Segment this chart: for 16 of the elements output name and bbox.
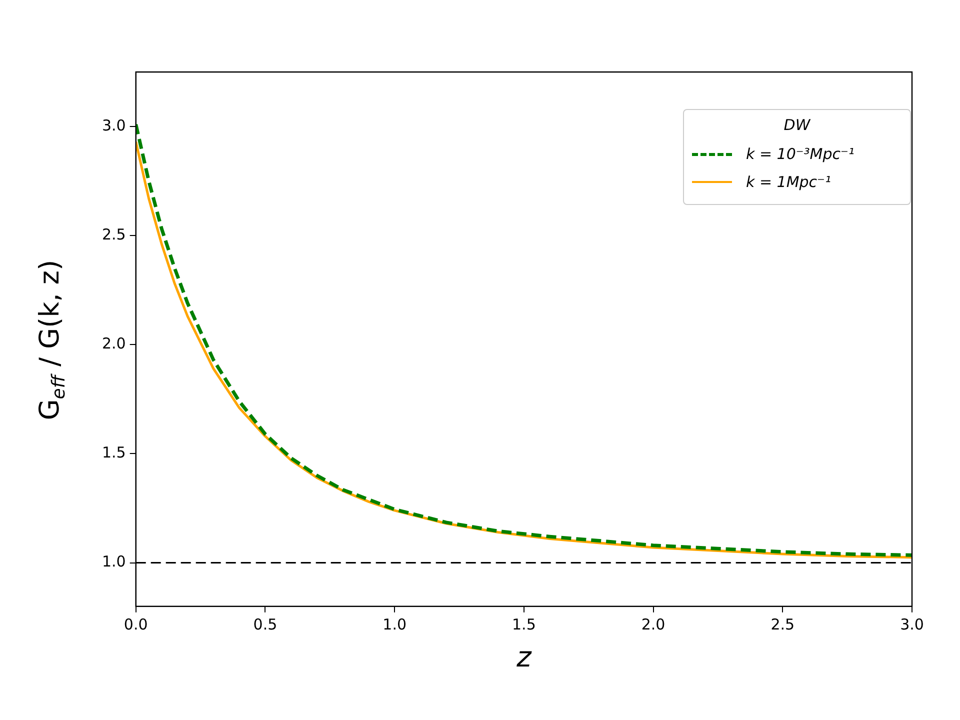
x-tick-label: 3.0	[900, 615, 924, 634]
x-tick-label: 2.0	[641, 615, 666, 634]
x-tick-label: 0.5	[253, 615, 278, 634]
x-tick-label: 1.5	[512, 615, 536, 634]
y-tick-label: 2.5	[102, 225, 126, 244]
legend-title: DW	[782, 116, 812, 134]
y-tick-label: 3.0	[102, 116, 126, 134]
legend-label: k = 1Mpc⁻¹	[746, 173, 831, 191]
x-tick-label: 2.5	[770, 615, 795, 634]
x-axis-title: z	[516, 640, 533, 674]
y-tick-label: 1.0	[102, 552, 126, 571]
x-tick-label: 1.0	[382, 615, 406, 634]
y-tick-label: 1.5	[102, 444, 126, 462]
x-tick-label: 0.0	[124, 615, 148, 634]
legend-label: k = 10⁻³Mpc⁻¹	[746, 145, 854, 163]
y-tick-label: 2.0	[102, 334, 126, 353]
